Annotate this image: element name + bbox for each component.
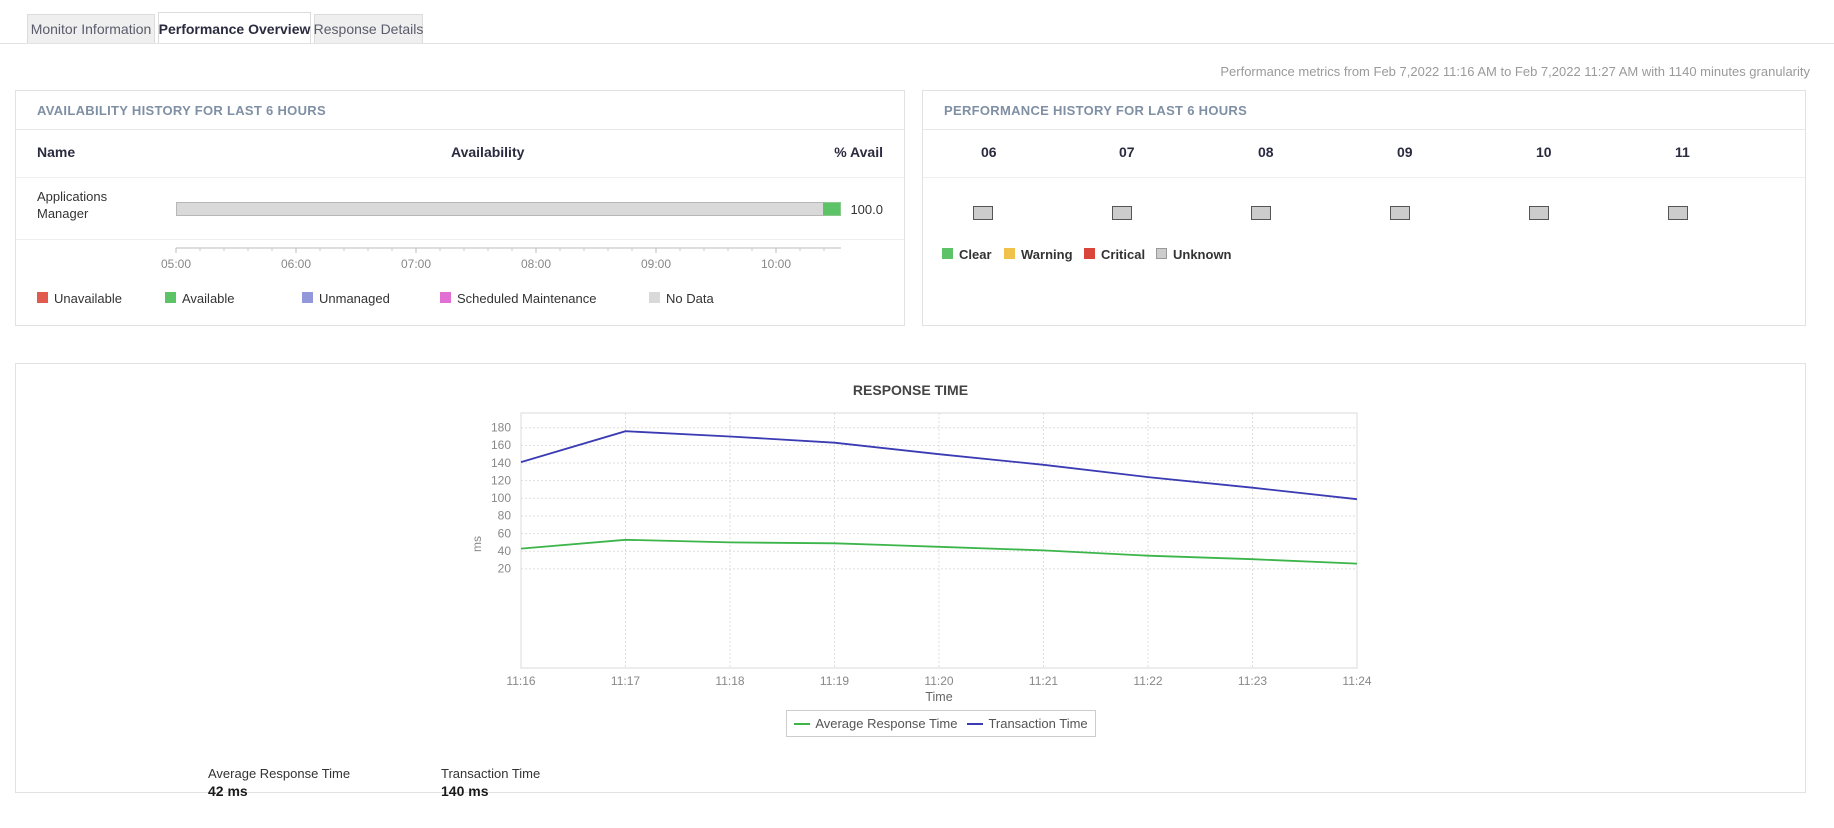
svg-text:60: 60 xyxy=(498,526,512,540)
svg-text:11:24: 11:24 xyxy=(1342,674,1371,688)
svg-text:40: 40 xyxy=(498,544,512,558)
svg-text:120: 120 xyxy=(491,473,511,487)
svg-text:20: 20 xyxy=(498,562,512,576)
svg-text:11:20: 11:20 xyxy=(924,674,953,688)
svg-text:07:00: 07:00 xyxy=(401,257,431,271)
svg-text:11:23: 11:23 xyxy=(1238,674,1267,688)
svg-text:11:21: 11:21 xyxy=(1029,674,1058,688)
svg-text:Time: Time xyxy=(925,690,952,704)
svg-text:06:00: 06:00 xyxy=(281,257,311,271)
svg-text:100: 100 xyxy=(491,491,511,505)
svg-text:11:22: 11:22 xyxy=(1133,674,1162,688)
svg-text:180: 180 xyxy=(491,421,511,435)
svg-text:09:00: 09:00 xyxy=(641,257,671,271)
svg-text:11:16: 11:16 xyxy=(506,674,535,688)
svg-text:160: 160 xyxy=(491,438,511,452)
svg-text:140: 140 xyxy=(491,456,511,470)
svg-text:05:00: 05:00 xyxy=(161,257,191,271)
svg-text:11:19: 11:19 xyxy=(820,674,849,688)
svg-text:80: 80 xyxy=(498,509,512,523)
svg-text:08:00: 08:00 xyxy=(521,257,551,271)
svg-text:11:18: 11:18 xyxy=(715,674,744,688)
svg-text:10:00: 10:00 xyxy=(761,257,791,271)
svg-text:11:17: 11:17 xyxy=(611,674,640,688)
svg-text:ms: ms xyxy=(470,536,484,552)
